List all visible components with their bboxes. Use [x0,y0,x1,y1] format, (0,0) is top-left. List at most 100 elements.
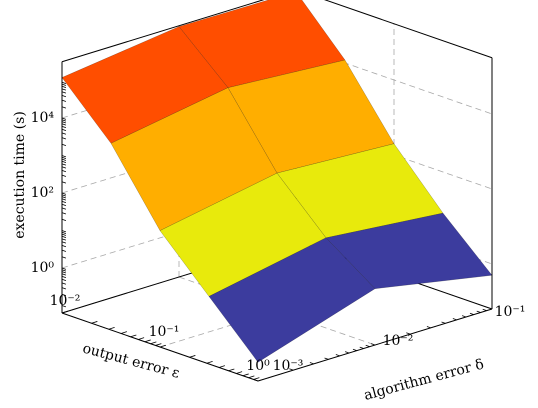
z-tick [61,156,67,159]
z-tick [61,106,67,109]
x-tick-label: 10⁻¹ [149,324,180,340]
z-tick [61,137,67,140]
z-tick [61,230,67,233]
z-tick [61,128,67,132]
surface-cell [208,237,376,363]
y-tick [476,310,481,313]
y-tick [324,357,329,360]
x-tick [138,337,145,340]
z-tick [61,143,67,146]
y-tick-labels: 10⁻³ 10⁻² 10⁻¹ [273,304,526,374]
z-tick [61,249,67,252]
z-tick [61,241,67,244]
z-tick [61,125,67,129]
z-tick [61,218,67,221]
z-tick [61,194,67,197]
y-tick [469,312,475,315]
z-tick [61,132,67,135]
z-tick [61,83,67,86]
z-tick [61,160,67,164]
x-tick [120,331,127,334]
z-tick [61,88,67,91]
z-tick-labels: 10⁰ 10² 10⁴ [31,110,55,276]
x-tick [242,373,249,377]
y-tick-label: 10⁻¹ [495,304,526,320]
y-tick [253,379,259,382]
z-tick [61,273,67,276]
y-tick [365,344,370,348]
x-tick [228,368,235,372]
y-tick [406,332,411,335]
z-tick [61,305,67,308]
z-tick [61,293,67,296]
z-tick-label: 10⁴ [31,110,55,126]
z-tick [61,117,67,120]
z-tick [61,231,67,234]
y-tick [309,362,314,365]
x-axis-label: output error ε [81,341,181,382]
z-tick [61,123,67,126]
x-tick [130,334,137,338]
z-tick [61,181,67,184]
x-tick [206,361,213,364]
y-tick-label: 10⁻² [383,333,414,349]
z-tick [61,282,67,285]
z-tick [61,121,67,124]
z-tick [61,192,67,195]
x-tick-labels: 10⁻² 10⁻¹ 10⁰ [50,293,271,374]
front-box-edges [61,0,493,382]
z-tick [61,99,67,102]
y-axis-label: algorithm error δ [362,356,485,403]
z-tick [61,233,67,236]
z-tick [61,174,67,177]
z-tick [61,196,67,199]
x-tick [61,310,68,314]
y-tick [482,308,487,312]
y-tick [352,348,358,351]
z-tick-label: 10² [31,185,54,201]
box-edge [61,0,265,63]
y-tick [359,346,364,349]
y-tick [289,368,294,371]
z-tick [61,91,67,94]
z-tick [61,155,67,158]
z-tick [61,200,67,204]
z-tick [61,275,67,279]
z-tick [61,95,67,98]
x-tick [108,327,115,330]
x-tick [248,375,255,379]
x-tick [144,339,151,343]
z-tick [61,166,67,169]
z-tick [61,212,67,215]
z-tick [61,81,67,84]
z-tick [61,245,67,248]
z-tick [61,278,67,282]
z-tick-label: 10⁰ [31,260,55,276]
z-tick [61,163,67,166]
x-tick [159,344,166,348]
z-tick [61,85,67,89]
x-tick [150,341,157,345]
y-tick [335,354,340,357]
z-tick [61,256,67,259]
y-tick [426,326,431,329]
y-tick [461,315,467,318]
x-tick [155,343,162,346]
z-tick [61,203,67,207]
z-tick [61,170,67,173]
z-tick [61,198,67,201]
x-tick [236,371,243,374]
surface [61,0,493,363]
z-tick [61,119,67,122]
x-tick-label: 10⁻² [50,293,81,309]
z-tick [61,271,67,274]
x-tick-label: 10⁰ [246,358,270,374]
x-tick [218,365,225,368]
z-tick [61,287,67,290]
z-tick [61,267,67,270]
box-edge [324,0,493,59]
z-tick [61,207,67,210]
x-tick [189,355,196,358]
y-tick [344,351,350,354]
